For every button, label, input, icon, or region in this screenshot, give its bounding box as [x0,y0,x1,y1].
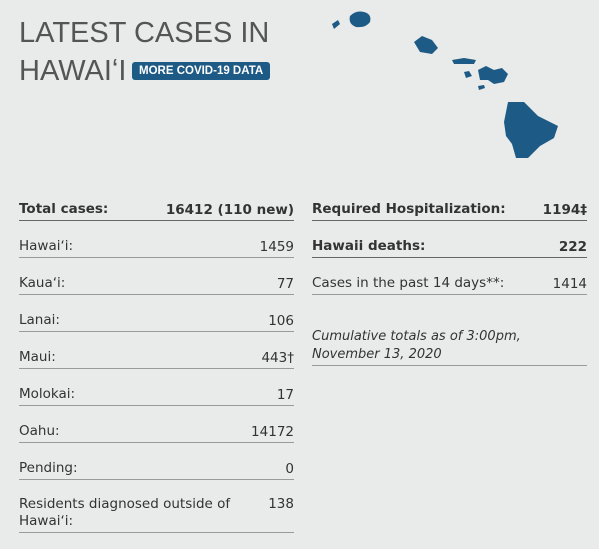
title: LATEST CASES IN HAWAIʻI [19,17,270,87]
left-table: Total cases: 16412 (110 new) Hawaiʻi: 1459… [19,200,294,549]
row: Total cases: 16412 (110 new) [19,200,294,221]
value: 77 [276,276,294,292]
label: Cases in the past 14 days**: [312,275,505,291]
label: Hawaii deaths: [312,238,426,254]
row: Kauaʻi: 77 [19,274,294,295]
value: 106 [268,313,294,329]
row: Hawaiʻi: 1459 [19,237,294,258]
row: Cases in the past 14 days**: 1414 [312,274,587,295]
label: Residents diagnosed outside of Hawaiʻi: [19,496,231,529]
value: 0 [285,461,294,477]
value: 16412 (110 new) [165,202,294,218]
row: Hawaii deaths: 222 [312,237,587,258]
note: Cumulative totals as of 3:00pm, November… [312,328,587,366]
row: Lanai: 106 [19,311,294,332]
label: Required Hospitalization: [312,201,506,217]
value: 443† [261,350,294,366]
row: Pending: 0 [19,459,294,480]
label: Molokai: [19,386,76,402]
label: Maui: [19,349,56,365]
value: 138 [268,496,294,512]
more-data-button[interactable]: MORE COVID-19 DATA [132,62,271,80]
row: Residents diagnosed outside of Hawaiʻi: 1… [19,496,294,533]
label: Lanai: [19,312,60,328]
right-table: Required Hospitalization: 1194‡ Hawaii de… [312,200,587,366]
row: Molokai: 17 [19,385,294,406]
row: Required Hospitalization: 1194‡ [312,200,587,221]
value: 1459 [259,239,294,255]
row: Oahu: 14172 [19,422,294,443]
label: Total cases: [19,201,109,217]
value: 1194‡ [542,202,587,218]
value: 14172 [251,424,294,440]
label: Kauaʻi: [19,275,66,291]
hawaii-map [332,11,558,158]
row: Maui: 443† [19,348,294,369]
value: 222 [558,239,587,255]
label: Pending: [19,460,78,476]
label: Hawaiʻi: [19,238,74,254]
label: Oahu: [19,423,60,439]
value: 1414 [552,276,587,292]
value: 17 [276,387,294,403]
